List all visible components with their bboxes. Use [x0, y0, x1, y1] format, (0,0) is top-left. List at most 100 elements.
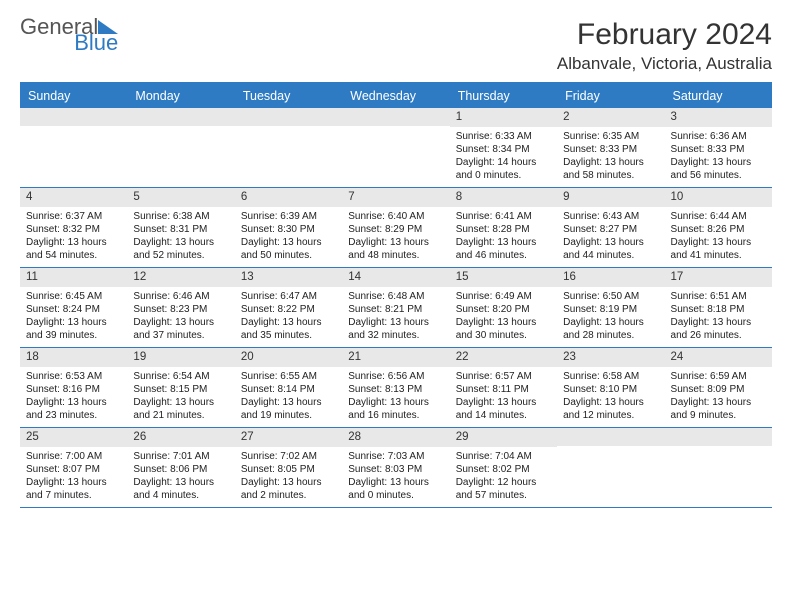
- calendar-cell: [342, 108, 449, 187]
- sunset-text: Sunset: 8:19 PM: [563, 303, 658, 316]
- cell-body: Sunrise: 6:53 AMSunset: 8:16 PMDaylight:…: [20, 367, 127, 427]
- sunset-text: Sunset: 8:34 PM: [456, 143, 551, 156]
- calendar-cell: 21Sunrise: 6:56 AMSunset: 8:13 PMDayligh…: [342, 348, 449, 427]
- date-number: 9: [557, 188, 664, 207]
- week-row: 4Sunrise: 6:37 AMSunset: 8:32 PMDaylight…: [20, 188, 772, 268]
- sunset-text: Sunset: 8:28 PM: [456, 223, 551, 236]
- sunrise-text: Sunrise: 6:39 AM: [241, 210, 336, 223]
- calendar-cell: 22Sunrise: 6:57 AMSunset: 8:11 PMDayligh…: [450, 348, 557, 427]
- calendar-cell: 4Sunrise: 6:37 AMSunset: 8:32 PMDaylight…: [20, 188, 127, 267]
- cell-body: Sunrise: 6:36 AMSunset: 8:33 PMDaylight:…: [665, 127, 772, 187]
- sunset-text: Sunset: 8:16 PM: [26, 383, 121, 396]
- cell-body: Sunrise: 7:01 AMSunset: 8:06 PMDaylight:…: [127, 447, 234, 507]
- sunrise-text: Sunrise: 7:02 AM: [241, 450, 336, 463]
- cell-body: Sunrise: 6:41 AMSunset: 8:28 PMDaylight:…: [450, 207, 557, 267]
- sunrise-text: Sunrise: 7:03 AM: [348, 450, 443, 463]
- cell-body: Sunrise: 7:04 AMSunset: 8:02 PMDaylight:…: [450, 447, 557, 507]
- date-number: 10: [665, 188, 772, 207]
- location: Albanvale, Victoria, Australia: [557, 54, 772, 74]
- sunrise-text: Sunrise: 6:45 AM: [26, 290, 121, 303]
- sunrise-text: Sunrise: 6:55 AM: [241, 370, 336, 383]
- sunrise-text: Sunrise: 6:50 AM: [563, 290, 658, 303]
- day-header-tue: Tuesday: [235, 84, 342, 108]
- cell-body: Sunrise: 6:46 AMSunset: 8:23 PMDaylight:…: [127, 287, 234, 347]
- cell-body: [235, 126, 342, 182]
- cell-body: Sunrise: 6:51 AMSunset: 8:18 PMDaylight:…: [665, 287, 772, 347]
- sunset-text: Sunset: 8:03 PM: [348, 463, 443, 476]
- calendar-cell: 25Sunrise: 7:00 AMSunset: 8:07 PMDayligh…: [20, 428, 127, 507]
- cell-body: Sunrise: 6:37 AMSunset: 8:32 PMDaylight:…: [20, 207, 127, 267]
- sunset-text: Sunset: 8:18 PM: [671, 303, 766, 316]
- calendar-cell: 11Sunrise: 6:45 AMSunset: 8:24 PMDayligh…: [20, 268, 127, 347]
- week-row: 18Sunrise: 6:53 AMSunset: 8:16 PMDayligh…: [20, 348, 772, 428]
- sunrise-text: Sunrise: 6:37 AM: [26, 210, 121, 223]
- date-number: 7: [342, 188, 449, 207]
- daylight-text: Daylight: 13 hours and 9 minutes.: [671, 396, 766, 422]
- calendar-cell: 2Sunrise: 6:35 AMSunset: 8:33 PMDaylight…: [557, 108, 664, 187]
- date-number: 13: [235, 268, 342, 287]
- day-header-fri: Friday: [557, 84, 664, 108]
- sunrise-text: Sunrise: 7:00 AM: [26, 450, 121, 463]
- cell-body: Sunrise: 6:57 AMSunset: 8:11 PMDaylight:…: [450, 367, 557, 427]
- calendar-cell: 14Sunrise: 6:48 AMSunset: 8:21 PMDayligh…: [342, 268, 449, 347]
- date-number: 2: [557, 108, 664, 127]
- cell-body: Sunrise: 6:43 AMSunset: 8:27 PMDaylight:…: [557, 207, 664, 267]
- calendar-cell: 9Sunrise: 6:43 AMSunset: 8:27 PMDaylight…: [557, 188, 664, 267]
- date-number: 28: [342, 428, 449, 447]
- date-number: 4: [20, 188, 127, 207]
- date-number: [235, 108, 342, 126]
- date-number: [342, 108, 449, 126]
- cell-body: Sunrise: 6:39 AMSunset: 8:30 PMDaylight:…: [235, 207, 342, 267]
- daylight-text: Daylight: 13 hours and 7 minutes.: [26, 476, 121, 502]
- daylight-text: Daylight: 13 hours and 23 minutes.: [26, 396, 121, 422]
- cell-body: Sunrise: 6:35 AMSunset: 8:33 PMDaylight:…: [557, 127, 664, 187]
- sunrise-text: Sunrise: 6:53 AM: [26, 370, 121, 383]
- date-number: 25: [20, 428, 127, 447]
- day-header-thu: Thursday: [450, 84, 557, 108]
- sunrise-text: Sunrise: 6:41 AM: [456, 210, 551, 223]
- calendar-cell: 8Sunrise: 6:41 AMSunset: 8:28 PMDaylight…: [450, 188, 557, 267]
- sunset-text: Sunset: 8:09 PM: [671, 383, 766, 396]
- cell-body: Sunrise: 6:54 AMSunset: 8:15 PMDaylight:…: [127, 367, 234, 427]
- sunset-text: Sunset: 8:05 PM: [241, 463, 336, 476]
- date-number: [20, 108, 127, 126]
- calendar: Sunday Monday Tuesday Wednesday Thursday…: [20, 82, 772, 508]
- sunset-text: Sunset: 8:27 PM: [563, 223, 658, 236]
- daylight-text: Daylight: 13 hours and 44 minutes.: [563, 236, 658, 262]
- date-number: [557, 428, 664, 446]
- sunset-text: Sunset: 8:13 PM: [348, 383, 443, 396]
- sunset-text: Sunset: 8:14 PM: [241, 383, 336, 396]
- week-row: 25Sunrise: 7:00 AMSunset: 8:07 PMDayligh…: [20, 428, 772, 508]
- daylight-text: Daylight: 13 hours and 52 minutes.: [133, 236, 228, 262]
- cell-body: Sunrise: 6:45 AMSunset: 8:24 PMDaylight:…: [20, 287, 127, 347]
- sunrise-text: Sunrise: 6:49 AM: [456, 290, 551, 303]
- day-header-wed: Wednesday: [342, 84, 449, 108]
- sunrise-text: Sunrise: 6:59 AM: [671, 370, 766, 383]
- daylight-text: Daylight: 13 hours and 48 minutes.: [348, 236, 443, 262]
- calendar-cell: 12Sunrise: 6:46 AMSunset: 8:23 PMDayligh…: [127, 268, 234, 347]
- sunset-text: Sunset: 8:30 PM: [241, 223, 336, 236]
- daylight-text: Daylight: 13 hours and 4 minutes.: [133, 476, 228, 502]
- daylight-text: Daylight: 13 hours and 2 minutes.: [241, 476, 336, 502]
- cell-body: Sunrise: 6:49 AMSunset: 8:20 PMDaylight:…: [450, 287, 557, 347]
- sunset-text: Sunset: 8:02 PM: [456, 463, 551, 476]
- calendar-cell: 15Sunrise: 6:49 AMSunset: 8:20 PMDayligh…: [450, 268, 557, 347]
- cell-body: Sunrise: 6:59 AMSunset: 8:09 PMDaylight:…: [665, 367, 772, 427]
- daylight-text: Daylight: 13 hours and 30 minutes.: [456, 316, 551, 342]
- week-row: 1Sunrise: 6:33 AMSunset: 8:34 PMDaylight…: [20, 108, 772, 188]
- week-row: 11Sunrise: 6:45 AMSunset: 8:24 PMDayligh…: [20, 268, 772, 348]
- date-number: 15: [450, 268, 557, 287]
- calendar-cell: 27Sunrise: 7:02 AMSunset: 8:05 PMDayligh…: [235, 428, 342, 507]
- cell-body: [557, 446, 664, 502]
- date-number: 24: [665, 348, 772, 367]
- sunset-text: Sunset: 8:23 PM: [133, 303, 228, 316]
- cell-body: Sunrise: 6:33 AMSunset: 8:34 PMDaylight:…: [450, 127, 557, 187]
- sunset-text: Sunset: 8:33 PM: [563, 143, 658, 156]
- daylight-text: Daylight: 13 hours and 21 minutes.: [133, 396, 228, 422]
- cell-body: Sunrise: 6:56 AMSunset: 8:13 PMDaylight:…: [342, 367, 449, 427]
- sunrise-text: Sunrise: 6:56 AM: [348, 370, 443, 383]
- sunset-text: Sunset: 8:15 PM: [133, 383, 228, 396]
- date-number: 26: [127, 428, 234, 447]
- daylight-text: Daylight: 13 hours and 14 minutes.: [456, 396, 551, 422]
- sunset-text: Sunset: 8:10 PM: [563, 383, 658, 396]
